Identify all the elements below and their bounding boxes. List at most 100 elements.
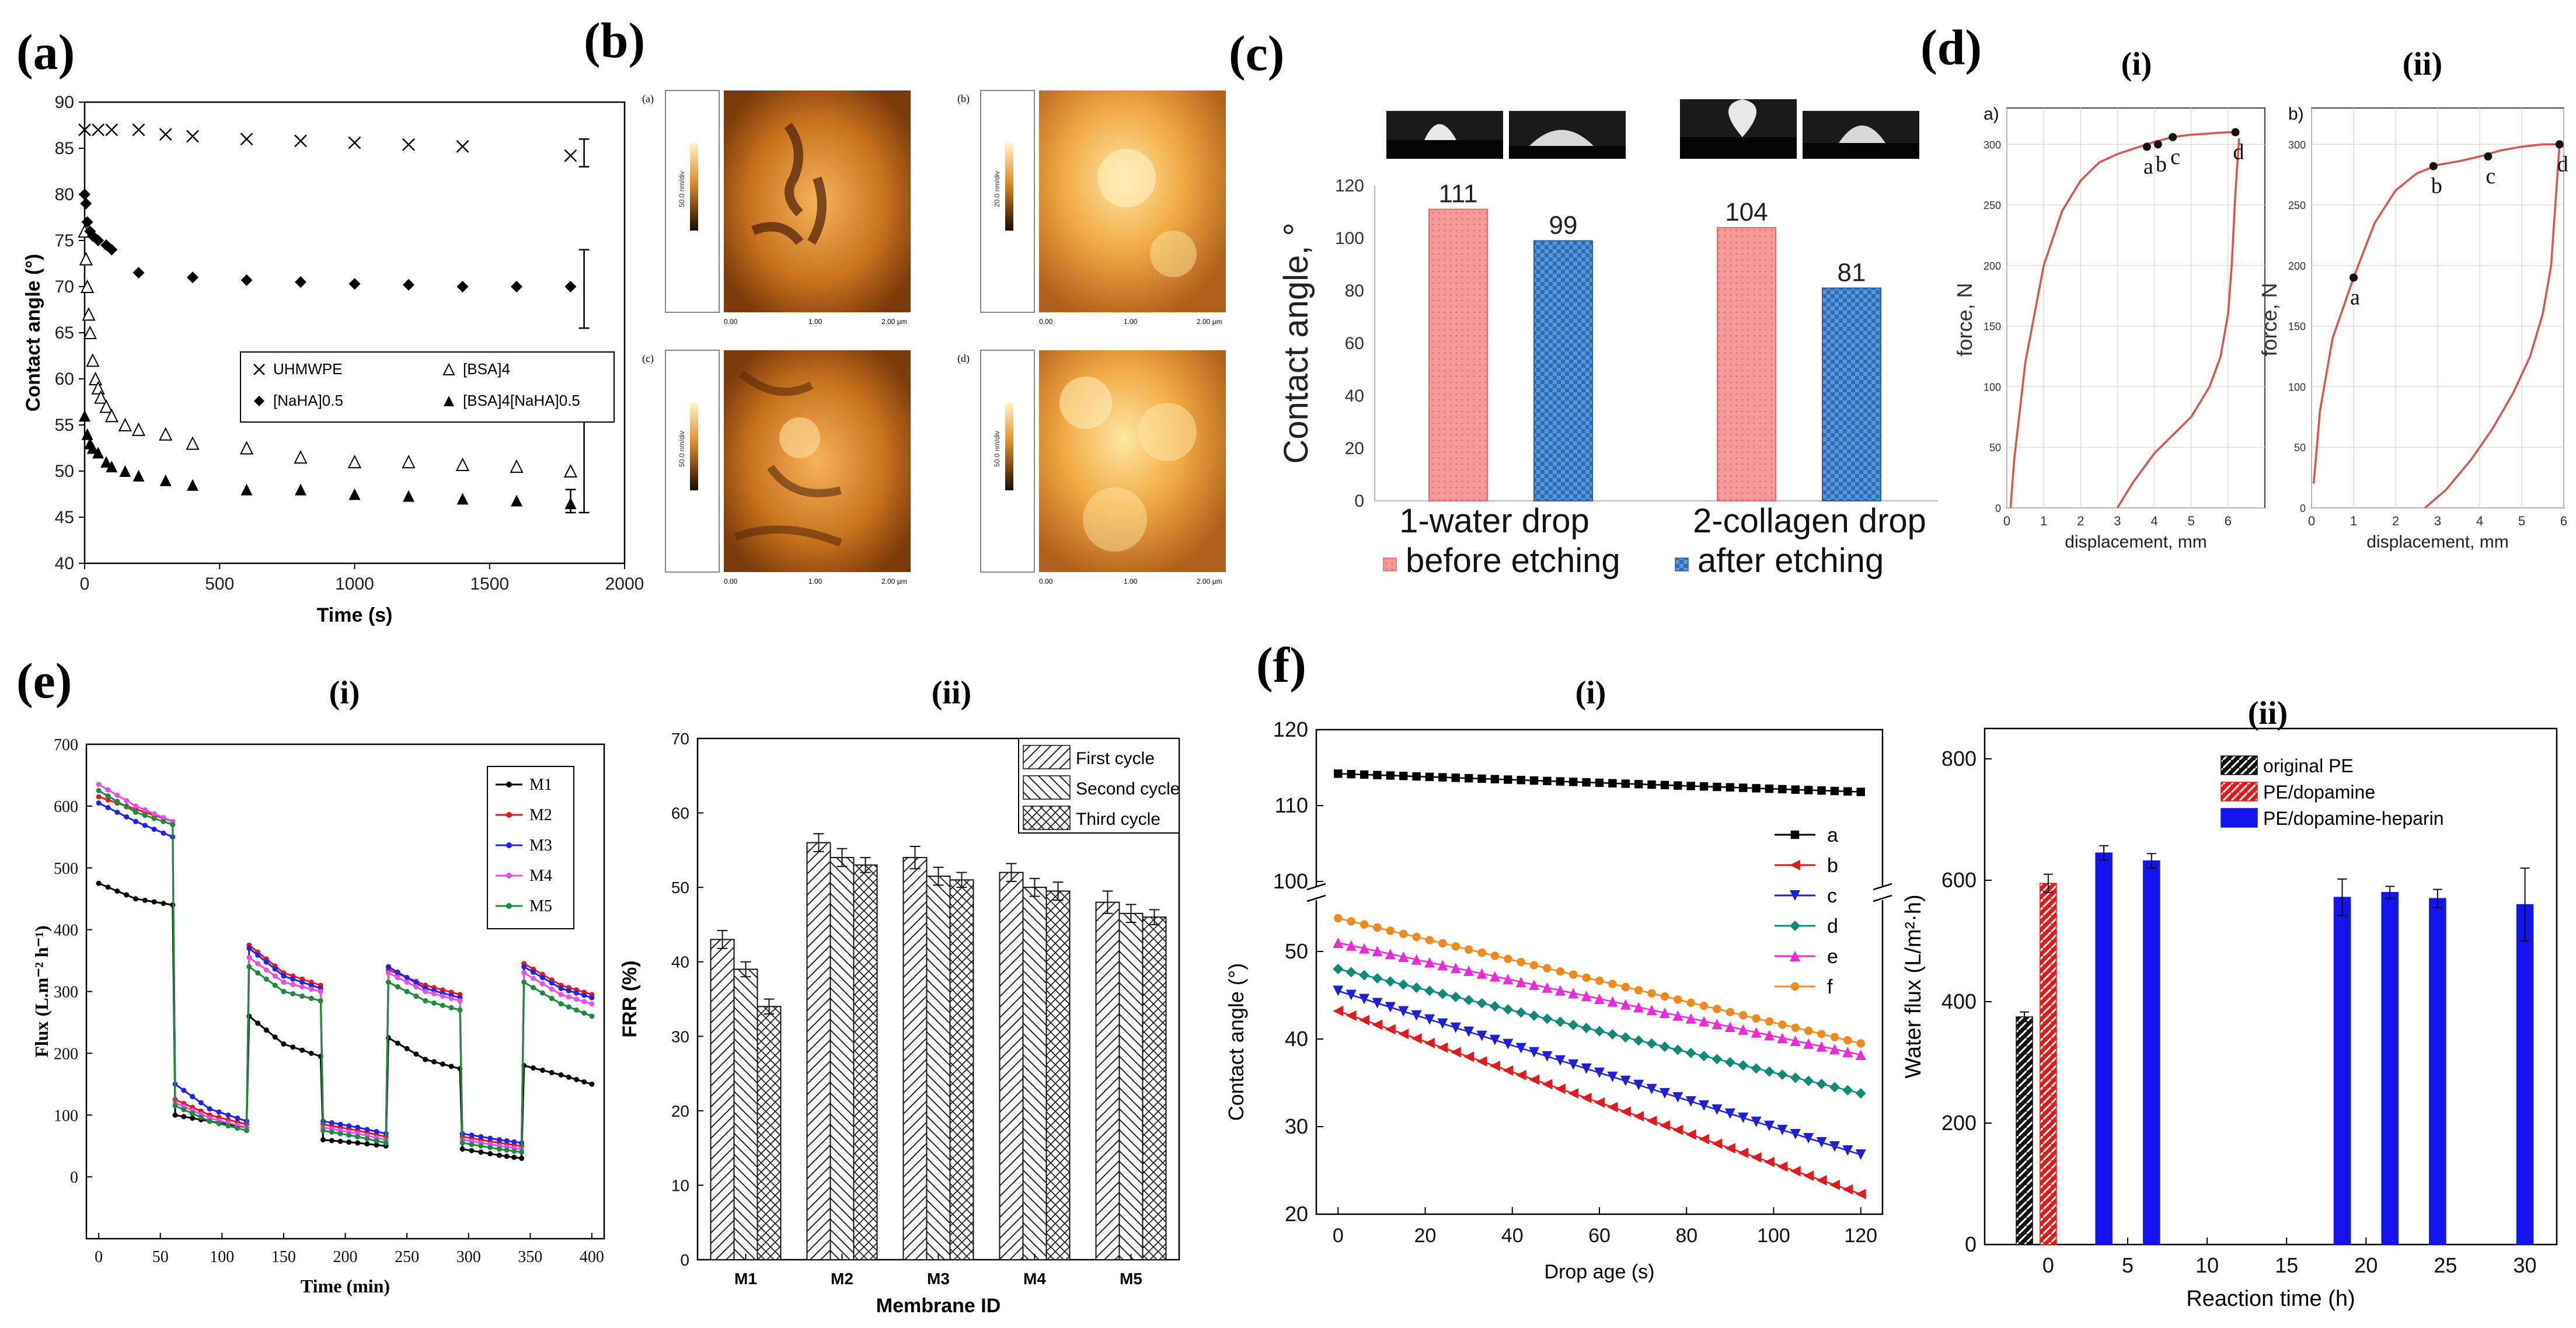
data-point-a [1438, 773, 1447, 782]
data-point-c [1581, 1063, 1592, 1074]
afm-xtick: 1.00 [1124, 318, 1138, 326]
data-point-M5 [395, 984, 400, 990]
data-point-M4 [281, 980, 287, 985]
data-point-f [1699, 1001, 1709, 1010]
data-point-d [1424, 985, 1435, 996]
data-point-f [1660, 992, 1669, 1001]
afm-sublabel: (a) [642, 93, 654, 105]
data-point-M5 [96, 787, 102, 793]
point-label: a [2350, 285, 2360, 310]
y-tick-label: 150 [1984, 321, 2001, 333]
data-point-M2 [96, 794, 102, 800]
y-tick-label: 60 [1345, 334, 1364, 353]
x-tick-label: 0 [80, 574, 90, 594]
legend-label: after etching [1697, 542, 1884, 580]
legend-label: First cycle [1076, 749, 1155, 768]
data-point-M3 [469, 1132, 475, 1138]
data-point-M1 [440, 1061, 445, 1067]
data-point-c [1816, 1137, 1827, 1148]
x-tick-label: 0 [2003, 514, 2010, 528]
afm-dark-features [751, 123, 827, 246]
data-point-M5 [263, 976, 269, 982]
legend-label: Second cycle [1076, 779, 1180, 799]
data-point-c [1437, 1018, 1448, 1029]
data-point-M5 [308, 995, 314, 1001]
data-point-d [1359, 970, 1370, 981]
chart-f-ii-water-flux-bars: 0 200 400 600 800 0 5 10 15 20 25 30 Reaction time (… [1901, 727, 2558, 1311]
y-tick-label: 400 [54, 922, 78, 940]
y-tick-label: 20 [1285, 1202, 1308, 1226]
data-point-M3 [337, 1121, 343, 1127]
data-point-M4 [142, 807, 148, 813]
axis-break-mark [1873, 883, 1892, 902]
bar-value-label: 99 [1549, 211, 1578, 240]
data-point-M5 [114, 799, 120, 804]
data-point-e [1724, 1022, 1735, 1032]
data-point-f [1477, 948, 1486, 957]
data-point-M3 [531, 969, 536, 975]
data-point-f [1412, 932, 1421, 942]
data-point-M1 [395, 1040, 400, 1046]
marked-point [2429, 162, 2438, 170]
error-bar [2043, 873, 2053, 893]
data-point-a [1517, 776, 1525, 785]
data-point-e [1385, 949, 1396, 960]
data-point-d [1842, 1085, 1853, 1096]
category-label: M3 [927, 1270, 950, 1288]
data-point-UHMWPE [78, 123, 91, 137]
data-point-b [1790, 1166, 1801, 1177]
data-point-M5 [440, 1002, 445, 1008]
data-point-d [1699, 1051, 1710, 1062]
bar-PE-dopamine-heparin [2095, 852, 2113, 1245]
data-point-M5 [207, 1118, 212, 1124]
y-tick-label: 85 [55, 139, 74, 158]
y-axis-label: force, N [1953, 283, 1977, 356]
data-point-M5 [124, 804, 130, 810]
data-point-M4 [457, 998, 463, 1003]
axis-break-mark [1306, 883, 1326, 902]
y-tick-label: 20 [671, 1102, 689, 1120]
afm-scale-label: 50.0 nm/div [678, 431, 686, 467]
y-tick-label: 200 [1941, 1111, 1977, 1135]
data-point-e [1489, 971, 1500, 982]
data-point-M5 [519, 1149, 525, 1155]
bar-Second-cycle [829, 857, 855, 1260]
data-point-c [1398, 1006, 1409, 1017]
data-point-b [1620, 1106, 1631, 1117]
panel-label-b: (b) [584, 12, 645, 68]
afm-xtick: 2.00 µm [881, 318, 907, 326]
data-point-M1 [181, 1114, 187, 1120]
y-tick-label: 0 [1354, 492, 1364, 511]
legend-label: UHMWPE [273, 360, 342, 378]
data-point-[BSA]4[NaHA]0.5 [86, 442, 99, 454]
data-point-M5 [181, 1107, 187, 1113]
data-point-M3 [521, 964, 527, 970]
data-point-b [1738, 1147, 1749, 1158]
data-point-M3 [198, 1100, 204, 1106]
afm-bright-grain [1059, 377, 1112, 429]
data-point-M1 [469, 1148, 475, 1153]
point-label: c [2170, 145, 2180, 169]
y-tick-label: 50 [55, 462, 74, 481]
data-point-M1 [355, 1140, 361, 1146]
data-point-M4 [318, 989, 323, 994]
panel-label-f: (f) [1256, 637, 1306, 693]
data-point-e [1529, 980, 1540, 990]
data-point-M3 [413, 980, 419, 986]
x-tick-label: 5 [2518, 514, 2525, 528]
bar-Third-cycle [757, 1006, 782, 1261]
data-point-UHMWPE [564, 149, 577, 162]
bar-value-label: 81 [1838, 259, 1866, 287]
afm-scale-label: 50.0 nm/div [678, 171, 686, 207]
afm-colorbar [690, 403, 698, 490]
data-point-M5 [246, 964, 252, 970]
data-point-f [1386, 926, 1395, 935]
y-tick-label: 0 [70, 1169, 78, 1187]
category-label: 2-collagen drop [1693, 502, 1926, 540]
data-point-f [1451, 942, 1460, 951]
data-point-f [1634, 986, 1643, 995]
error-bar [1149, 909, 1160, 925]
plot-frame [1984, 727, 2558, 1246]
data-point-M4 [395, 975, 400, 981]
data-point-M5 [161, 818, 166, 824]
